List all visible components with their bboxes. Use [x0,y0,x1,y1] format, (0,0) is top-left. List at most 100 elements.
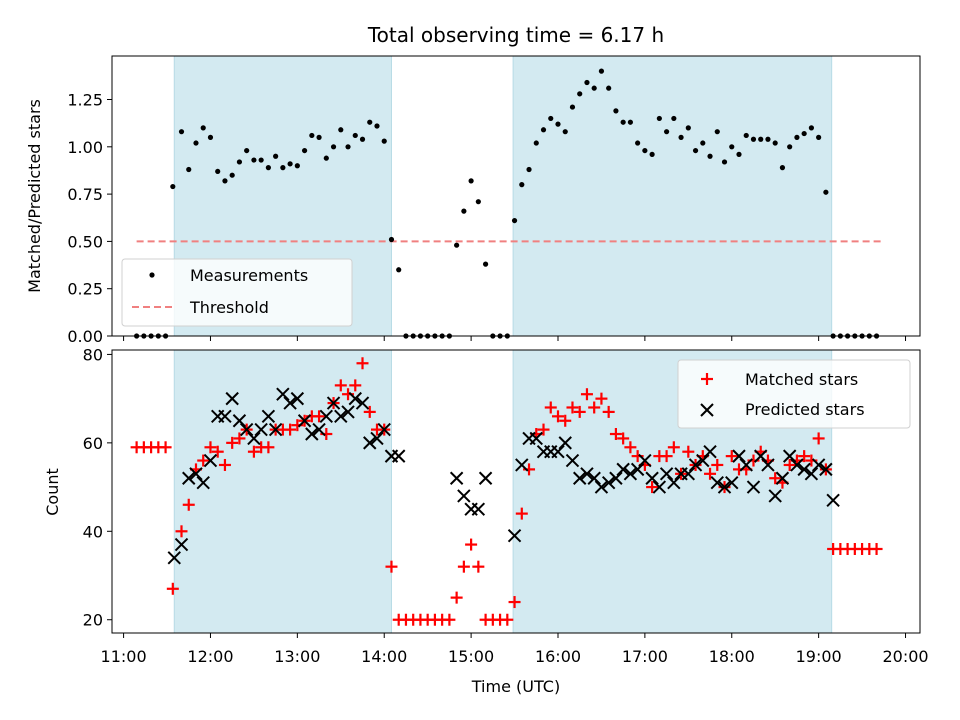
measurement-point [671,115,677,122]
measurement-point [555,121,561,127]
measurement-point [540,127,547,133]
measurement-point [367,119,373,125]
measurement-point [273,153,279,159]
matched-point [783,458,796,471]
predicted-point [630,462,645,477]
measurement-point [663,129,670,135]
measurement-point [200,125,206,131]
predicted-point [167,551,181,565]
measurement-point [606,85,612,91]
measurement-point [396,267,402,273]
matched-point [284,423,297,436]
predicted-point [239,422,254,437]
legend-measurements-label: Measurements [190,266,308,285]
predicted-point [782,449,797,463]
predicted-point [392,449,406,463]
predicted-point [305,427,319,441]
measurement-point [526,166,532,173]
xtick-label: 18:00 [709,647,755,666]
predicted-point [623,467,638,481]
bottom-series-layer [130,357,883,626]
predicted-point [312,422,326,437]
predicted-point [775,471,790,485]
measurement-point [548,115,554,122]
measurement-point [345,144,351,150]
observing-window-1 [512,55,833,337]
measurement-point [359,136,366,142]
matched-point [580,388,593,401]
predicted-point [515,458,529,472]
measurement-point [338,127,344,133]
measurement-point [642,147,648,154]
predicted-point [790,458,804,472]
predicted-point [710,475,724,490]
predicted-point [768,489,782,503]
matched-point [798,450,811,463]
predicted-point [377,422,391,437]
predicted-point [725,475,739,490]
measurement-point [381,138,387,144]
predicted-point [254,422,268,437]
measurement-point [468,178,474,184]
matched-point [559,414,572,427]
legend-threshold-label: Threshold [189,298,269,317]
predicted-point [703,444,717,459]
legend-predicted-marker [700,403,714,417]
legend-matched-label: Matched stars [745,370,858,389]
measurement-point [258,157,264,163]
x-axis-label: Time (UTC) [471,677,560,696]
measurement-point [801,130,807,137]
xtick-label: 14:00 [361,647,407,666]
measurement-point [301,147,308,154]
matched-point [602,405,615,418]
bottom-plot-frame [111,349,921,634]
predicted-point [290,391,305,406]
measurement-point [736,151,742,157]
bottom-ytick-label: 80 [83,345,103,364]
top-x-axis-ticks [123,336,907,341]
xtick-label: 16:00 [535,647,581,666]
matched-point [204,441,217,454]
matched-point [660,450,673,463]
matched-point [218,458,231,471]
measurement-point [729,144,735,150]
predicted-point [732,449,746,463]
matched-point [443,613,456,626]
top-legend-box [121,258,353,327]
top-ytick-label: 1.25 [67,91,103,110]
top-y-axis: 0.00 0.25 0.50 0.75 1.00 1.25 [67,91,112,346]
xtick-label: 20:00 [882,647,928,666]
predicted-point [174,537,189,552]
measurement-point [678,134,684,140]
predicted-point [341,405,355,419]
measurement-point [316,134,322,140]
measurement-point [170,183,176,190]
xtick-label: 15:00 [448,647,494,666]
measurement-point [823,189,829,195]
predicted-point [746,480,761,494]
matched-point [566,401,579,414]
predicted-point [297,414,312,428]
measurement-point [475,199,481,205]
predicted-point [667,475,681,490]
top-shade-layer [173,55,833,337]
measurement-point [743,132,749,139]
matched-point [769,472,782,485]
matched-point [544,401,557,414]
predicted-point [370,431,384,446]
predicted-point [754,449,768,463]
bottom-y-axis-label: Count [43,468,62,516]
matched-point [588,401,601,414]
predicted-point [449,471,464,485]
measurement-point [620,119,626,125]
matched-point [334,379,347,392]
predicted-point [558,436,572,450]
matched-point [457,560,470,573]
measurement-point [294,163,300,169]
predicted-point [551,444,565,459]
predicted-point [529,431,543,446]
measurement-point [569,104,576,110]
measurement-point [207,134,214,140]
